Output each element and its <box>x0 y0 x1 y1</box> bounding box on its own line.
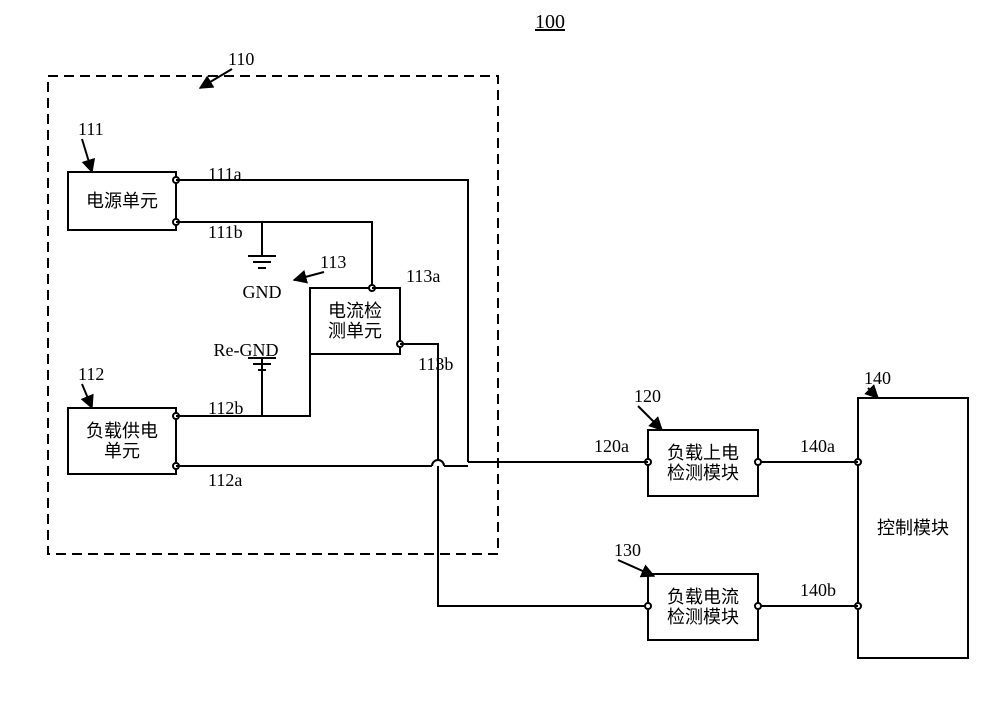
ref-label: 113 <box>320 252 346 272</box>
node-n112: 负载供电单元 112 112b 112a <box>68 364 243 490</box>
ref-arrow <box>618 560 654 576</box>
port <box>755 603 761 609</box>
port-label: 111a <box>208 164 242 184</box>
node-n120: 负载上电检测模块 120 120a <box>594 386 761 496</box>
gnd-label: GND <box>243 282 282 302</box>
port-label: 111b <box>208 222 243 242</box>
node-label: 负载电流 <box>667 587 739 607</box>
port-label: 112b <box>208 398 243 418</box>
node-label: 控制模块 <box>877 518 949 538</box>
ref-label: 120 <box>634 386 661 406</box>
ref-label: 112 <box>78 364 104 384</box>
node-n130: 负载电流检测模块 130 <box>614 540 761 640</box>
ref-label: 130 <box>614 540 641 560</box>
wire-w113b-out <box>400 344 648 606</box>
node-n113: 电流检测单元 113 113a 113b <box>294 252 453 374</box>
node-label: 检测模块 <box>667 607 739 627</box>
node-label: 检测模块 <box>667 463 739 483</box>
wire-w111b-113top <box>262 222 372 288</box>
node-label: 单元 <box>104 441 140 461</box>
port-label: 113b <box>418 354 453 374</box>
port-label: 140b <box>800 580 836 600</box>
node-n111: 电源单元 111 111a 111b <box>68 119 243 242</box>
ref-arrow <box>82 384 92 408</box>
port-label: 113a <box>406 266 440 286</box>
port <box>645 603 651 609</box>
ref-label: 111 <box>78 119 104 139</box>
gnd-label: Re-GND <box>214 340 279 360</box>
node-n140: 控制模块 140 140a 140b <box>800 368 968 658</box>
node-label: 负载上电 <box>667 443 739 463</box>
port-label: 120a <box>594 436 629 456</box>
port-label: 112a <box>208 470 242 490</box>
port-label: 140a <box>800 436 835 456</box>
ref-arrow <box>294 272 324 280</box>
figure-title: 100 <box>535 11 565 33</box>
ref-arrow-110 <box>200 69 232 88</box>
module-110-outline <box>48 76 498 554</box>
node-label: 电流检 <box>328 301 382 321</box>
node-label: 测单元 <box>328 321 382 341</box>
wire-hop <box>432 460 444 466</box>
ref-arrow <box>638 406 662 430</box>
ref-arrow <box>868 388 878 398</box>
node-label: 负载供电 <box>86 421 158 441</box>
port <box>755 459 761 465</box>
ref-arrow <box>82 139 92 172</box>
node-label: 电源单元 <box>86 191 158 211</box>
ref-label: 140 <box>864 368 891 388</box>
ref-110: 110 <box>228 49 254 69</box>
diagram-canvas: 100 110 GND Re-GND 电源单元 111 111a 111b 电流检测单元 113 1… <box>0 0 1000 711</box>
